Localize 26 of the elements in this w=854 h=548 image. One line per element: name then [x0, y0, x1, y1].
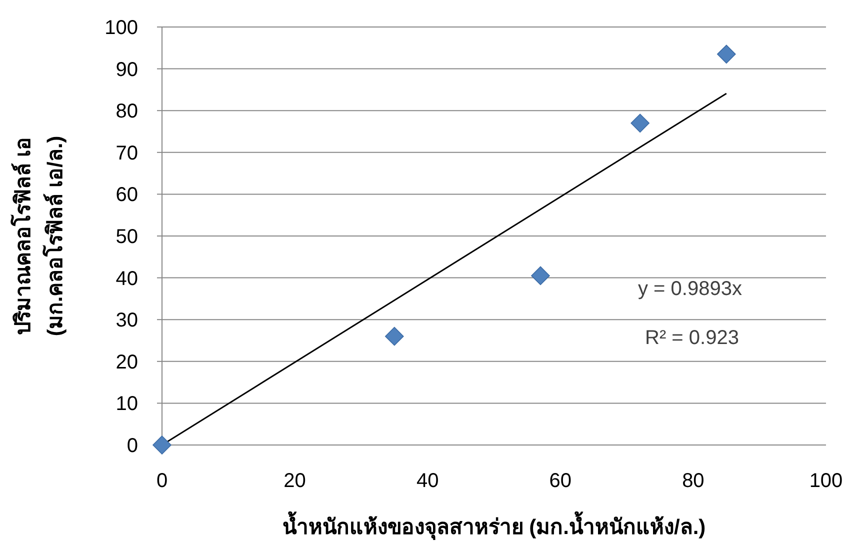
- y-tick-label: 40: [116, 268, 138, 290]
- y-tick-label: 90: [116, 58, 138, 81]
- y-axis-title: ปริมาณคลอโรฟิลล์ เอ (มก.คลอโรฟิลล์ เอ/ล.): [10, 136, 67, 336]
- y-tick-label: 10: [116, 393, 138, 416]
- y-tick-label: 100: [104, 17, 138, 39]
- y-tick-label: 50: [116, 226, 138, 248]
- x-tick-label: 100: [809, 470, 843, 492]
- y-tick-label: 0: [126, 435, 138, 457]
- y-tick-label: 60: [116, 184, 138, 206]
- y-tick-label: 80: [116, 100, 138, 123]
- y-tick-label: 30: [116, 310, 138, 332]
- point: [630, 114, 650, 133]
- x-tick-label: 60: [549, 470, 572, 492]
- x-tick-label: 0: [156, 470, 168, 492]
- annotation: y = 0.9893x: [638, 278, 742, 300]
- x-tick-label: 40: [416, 470, 439, 492]
- x-axis-title: น้ำหนักแห้งของจุลสาหร่าย (มก.น้ำหนักแห้ง/ล.): [282, 511, 706, 541]
- y-tick-label: 70: [116, 142, 138, 164]
- point: [717, 44, 736, 64]
- point: [152, 436, 172, 454]
- point: [385, 326, 404, 346]
- annotation: R² = 0.923: [645, 327, 739, 349]
- y-tick-label: 20: [116, 351, 138, 374]
- x-tick-label: 20: [284, 470, 306, 492]
- x-tick-label: 80: [682, 470, 704, 492]
- point: [531, 266, 550, 286]
